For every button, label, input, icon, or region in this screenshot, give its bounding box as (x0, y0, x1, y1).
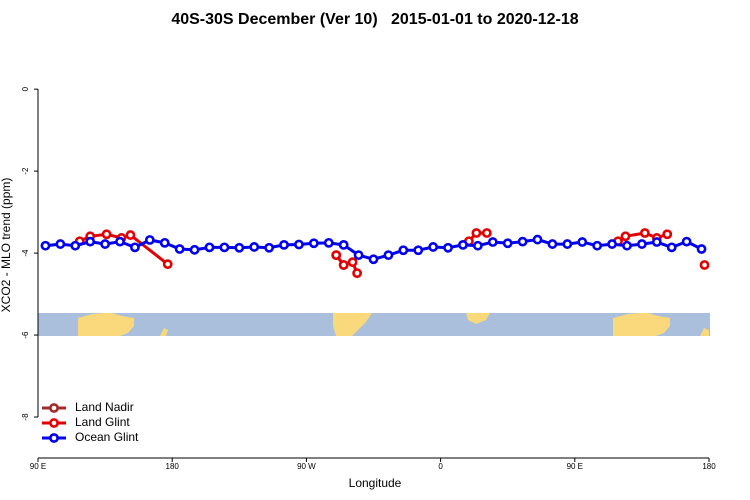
data-point (622, 240, 632, 251)
data-point (637, 239, 647, 249)
data-point (699, 260, 710, 270)
map-strip (38, 313, 710, 336)
data-point (308, 238, 319, 249)
data-point (115, 236, 125, 247)
data-point (249, 242, 260, 252)
data-point (100, 239, 110, 249)
y-tick-label: -6 (21, 331, 30, 339)
data-point (428, 242, 439, 252)
x-axis-label: Longitude (349, 476, 402, 490)
data-point (398, 245, 409, 256)
data-point (162, 259, 173, 270)
data-point (331, 250, 342, 261)
legend-marker (49, 433, 59, 443)
data-point (383, 250, 394, 261)
y-tick-label: 0 (21, 86, 30, 91)
data-point (517, 236, 528, 247)
x-tick-label: 90 E (567, 462, 583, 471)
data-point (130, 242, 140, 253)
data-point (481, 228, 492, 238)
data-point (264, 242, 275, 253)
data-point (219, 242, 230, 253)
legend-label: Land Nadir (75, 400, 134, 414)
data-point (338, 260, 349, 270)
data-point (85, 236, 96, 247)
data-point (696, 244, 707, 254)
legend-label: Land Glint (75, 415, 130, 429)
y-tick-label: -8 (21, 413, 30, 421)
data-point (651, 237, 662, 247)
x-tick-label: 0 (438, 462, 443, 471)
legend-marker (49, 403, 59, 413)
data-point (547, 239, 558, 249)
x-tick-label: 180 (166, 462, 180, 471)
data-point (502, 238, 513, 249)
data-point (368, 254, 379, 265)
data-point (471, 228, 482, 238)
data-point (639, 228, 650, 238)
data-point (70, 240, 81, 251)
x-tick-label: 90 E (30, 462, 46, 471)
y-tick-label: -4 (21, 249, 30, 257)
data-point (472, 240, 483, 251)
data-point (125, 230, 136, 240)
data-point (681, 236, 692, 247)
data-point (234, 242, 245, 253)
data-point (338, 240, 349, 250)
data-point (55, 239, 66, 249)
data-point (144, 235, 155, 245)
data-point (40, 240, 51, 251)
x-tick-label: 90 W (297, 462, 316, 471)
data-point (101, 229, 112, 240)
data-point (620, 231, 631, 242)
data-point (159, 237, 170, 248)
data-point (352, 268, 362, 279)
data-point (662, 229, 673, 240)
data-point (458, 240, 468, 250)
data-point (323, 237, 334, 248)
data-point (279, 240, 289, 250)
data-point (353, 250, 364, 261)
data-point (294, 239, 304, 250)
data-point (666, 242, 677, 253)
data-point (189, 244, 200, 255)
data-point (607, 239, 617, 249)
data-point (592, 240, 603, 251)
chart-title: 40S-30S December (Ver 10) 2015-01-01 to … (171, 11, 578, 28)
data-point (413, 245, 424, 256)
data-point (577, 237, 588, 247)
legend-label: Ocean Glint (75, 430, 139, 444)
data-point (204, 242, 215, 253)
y-axis-label: XCO2 - MLO trend (ppm) (0, 178, 13, 313)
data-point (347, 257, 358, 268)
data-point (562, 239, 573, 249)
legend-marker (49, 418, 59, 428)
data-point (532, 234, 543, 245)
data-point (174, 244, 185, 254)
data-point (443, 242, 453, 253)
x-tick-label: 180 (702, 462, 716, 471)
y-tick-label: -2 (21, 167, 30, 175)
data-point (487, 237, 498, 247)
